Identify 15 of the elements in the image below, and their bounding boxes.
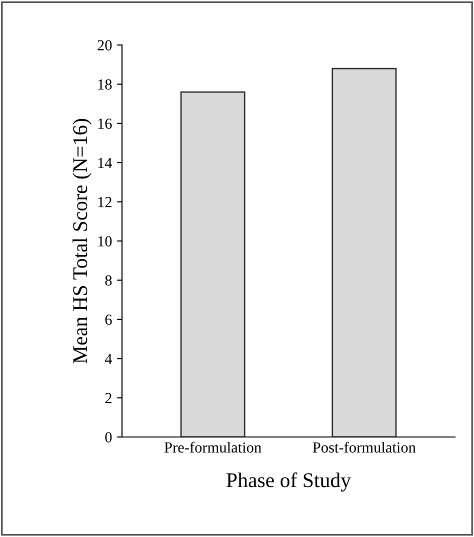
- x-tick-label: Post-formulation: [312, 442, 416, 453]
- y-tick-label: 12: [98, 196, 112, 208]
- x-tick-label: Pre-formulation: [164, 442, 262, 453]
- y-tick-label: 10: [98, 236, 112, 246]
- y-tick-label: 8: [105, 275, 112, 286]
- x-axis-title: Phase of Study: [226, 472, 351, 492]
- y-tick-label: 4: [104, 354, 112, 364]
- y-tick-label: 20: [98, 40, 112, 50]
- y-tick-label: 14: [98, 158, 112, 168]
- y-tick-label: 18: [98, 79, 112, 90]
- y-tick-label: 2: [105, 392, 112, 404]
- y-axis-title: Mean HS Total Score (N=16): [72, 118, 92, 364]
- y-tick-label: 6: [105, 314, 112, 325]
- y-tick-label: 0: [105, 432, 112, 442]
- y-tick-label: 16: [98, 118, 112, 129]
